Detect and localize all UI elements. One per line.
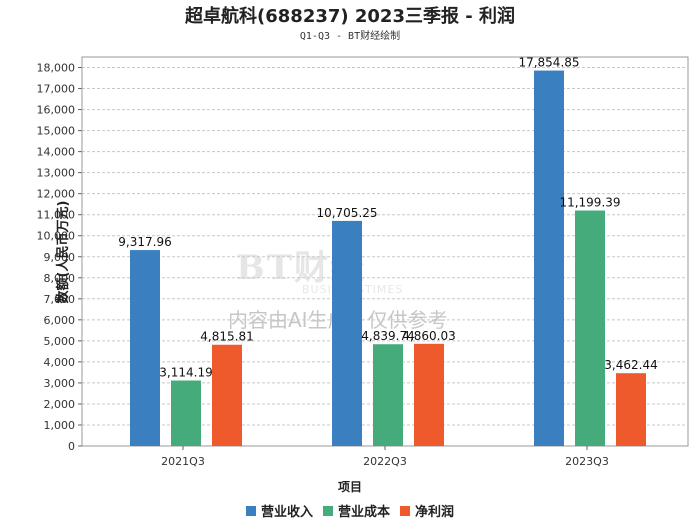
y-tick-label: 11,000 xyxy=(37,209,76,222)
legend-label: 营业成本 xyxy=(337,505,390,520)
data-label: 10,705.25 xyxy=(316,206,377,220)
bar xyxy=(575,210,605,446)
y-tick-label: 10,000 xyxy=(37,230,76,243)
x-axis-label: 项目 xyxy=(337,480,362,494)
y-tick-label: 3,000 xyxy=(44,377,76,390)
legend-item: 营业成本 xyxy=(322,501,390,520)
y-tick-label: 4,000 xyxy=(44,356,76,369)
bar xyxy=(373,344,403,446)
bar xyxy=(171,380,201,446)
data-label: 17,854.85 xyxy=(518,56,579,70)
data-label: 11,199.39 xyxy=(559,196,620,210)
data-label: 3,114.19 xyxy=(159,366,212,380)
x-tick-label: 2023Q3 xyxy=(565,455,609,468)
y-tick-label: 13,000 xyxy=(37,167,76,180)
legend-item: 营业收入 xyxy=(245,501,313,520)
bar xyxy=(534,70,564,447)
y-tick-label: 16,000 xyxy=(37,104,76,117)
y-tick-label: 6,000 xyxy=(44,314,76,327)
x-tick-label: 2021Q3 xyxy=(161,455,205,468)
bar xyxy=(212,344,242,446)
bar xyxy=(414,343,444,446)
legend-item: 净利润 xyxy=(400,501,454,520)
y-tick-label: 0 xyxy=(68,440,75,453)
data-label: 4,860.03 xyxy=(402,329,455,343)
bar xyxy=(130,250,160,446)
legend-swatch xyxy=(322,505,333,516)
y-tick-label: 1,000 xyxy=(44,419,76,432)
bar xyxy=(616,373,646,446)
y-tick-label: 17,000 xyxy=(37,83,76,96)
legend-label: 净利润 xyxy=(415,505,455,520)
chart-subtitle: Q1-Q3 - BT财经绘制 xyxy=(299,31,401,42)
y-axis-label: 数额(人民币万元) xyxy=(55,200,71,304)
y-tick-label: 15,000 xyxy=(37,125,76,138)
y-tick-label: 5,000 xyxy=(44,335,76,348)
legend: 营业收入 营业成本 净利润 xyxy=(0,501,700,520)
legend-swatch xyxy=(400,505,410,516)
y-tick-label: 18,000 xyxy=(37,62,76,75)
data-label: 9,317.96 xyxy=(118,235,171,249)
y-tick-label: 14,000 xyxy=(37,146,76,159)
data-label: 4,839.74 xyxy=(361,329,414,343)
y-tick-label: 7,000 xyxy=(44,293,76,306)
x-tick-label: 2022Q3 xyxy=(363,455,407,468)
y-tick-label: 2,000 xyxy=(44,398,76,411)
legend-label: 营业收入 xyxy=(260,505,313,520)
y-tick-label: 12,000 xyxy=(37,188,76,201)
bars-layer: 9,317.96 3,114.19 4,815.81 10,705.25 4,839.7… xyxy=(118,56,658,447)
axis-layer: 0 1,000 2,000 3,000 4,000 5,000 6,000 7,000 8,00… xyxy=(37,62,609,468)
data-label: 3,462.44 xyxy=(604,358,657,372)
legend-swatch xyxy=(245,505,256,516)
data-label: 4,815.81 xyxy=(200,330,253,344)
y-tick-label: 8,000 xyxy=(44,272,76,285)
y-tick-label: 9,000 xyxy=(44,251,76,264)
chart-title: 超卓航科(688237) 2023三季报 - 利润 xyxy=(185,6,515,27)
bar xyxy=(332,220,362,446)
